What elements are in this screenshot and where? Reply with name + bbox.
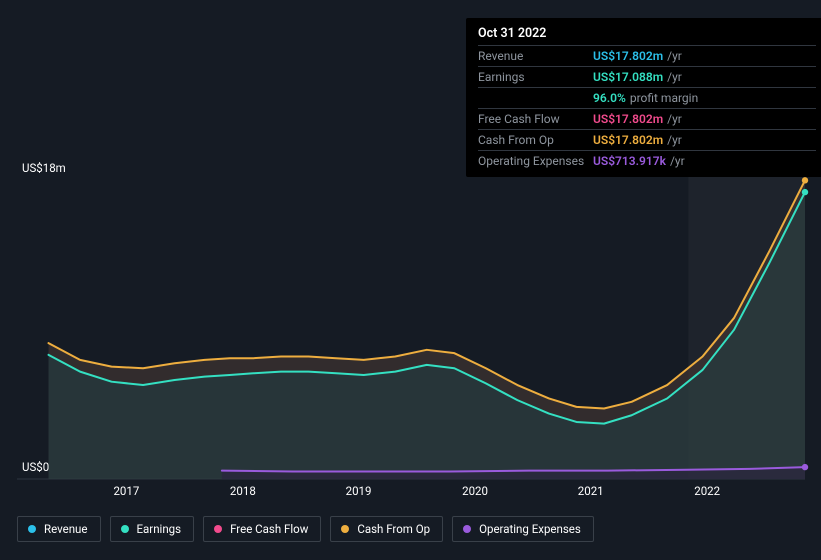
tooltip-row-label: Free Cash Flow xyxy=(478,111,593,127)
legend-label: Revenue xyxy=(44,522,88,536)
x-axis: 2017 2018 2019 2020 2021 2022 xyxy=(17,484,804,498)
tooltip-row-value: US$17.088m/yr xyxy=(593,69,682,85)
tooltip-row-label: Cash From Op xyxy=(478,132,593,148)
legend-item[interactable]: Cash From Op xyxy=(330,516,443,542)
legend-label: Free Cash Flow xyxy=(230,522,308,536)
tooltip-row: Free Cash FlowUS$17.802m/yr xyxy=(478,108,816,129)
legend-item[interactable]: Operating Expenses xyxy=(452,516,594,542)
legend-dot-icon xyxy=(121,525,129,533)
legend-dot-icon xyxy=(463,525,471,533)
tooltip-row: 96.0%profit margin xyxy=(478,87,816,108)
x-axis-tick: 2018 xyxy=(230,484,256,498)
chart-svg xyxy=(17,177,805,479)
x-axis-tick: 2019 xyxy=(346,484,372,498)
legend-label: Operating Expenses xyxy=(479,522,581,536)
legend-item[interactable]: Free Cash Flow xyxy=(203,516,321,542)
tooltip-card: Oct 31 2022 RevenueUS$17.802m/yrEarnings… xyxy=(466,18,821,177)
legend-label: Cash From Op xyxy=(357,522,430,536)
tooltip-row-label: Operating Expenses xyxy=(478,153,593,169)
tooltip-row: RevenueUS$17.802m/yr xyxy=(478,45,816,66)
tooltip-row-value: 96.0%profit margin xyxy=(593,90,698,106)
tooltip-row-label: Earnings xyxy=(478,69,593,85)
tooltip-row: Operating ExpensesUS$713.917k/yr xyxy=(478,150,816,171)
legend-item[interactable]: Earnings xyxy=(110,516,195,542)
legend: Revenue Earnings Free Cash Flow Cash From O… xyxy=(17,516,594,542)
tooltip-row-value: US$17.802m/yr xyxy=(593,48,682,64)
series-endpoint-icon xyxy=(802,189,808,195)
x-axis-tick: 2017 xyxy=(113,484,139,498)
tooltip-row-value: US$17.802m/yr xyxy=(593,111,682,127)
tooltip-row-value: US$713.917k/yr xyxy=(593,153,685,169)
tooltip-row-label xyxy=(478,90,593,106)
y-axis-label: US$18m xyxy=(22,161,66,175)
tooltip-row: Cash From OpUS$17.802m/yr xyxy=(478,129,816,150)
x-axis-tick: 2021 xyxy=(578,484,604,498)
legend-item[interactable]: Revenue xyxy=(17,516,101,542)
tooltip-row: EarningsUS$17.088m/yr xyxy=(478,66,816,87)
legend-label: Earnings xyxy=(137,522,182,536)
legend-dot-icon xyxy=(214,525,222,533)
tooltip-row-value: US$17.802m/yr xyxy=(593,132,682,148)
x-axis-tick: 2020 xyxy=(462,484,488,498)
series-endpoint-icon xyxy=(802,464,808,470)
series-endpoint-icon xyxy=(802,177,808,183)
legend-dot-icon xyxy=(341,525,349,533)
tooltip-row-label: Revenue xyxy=(478,48,593,64)
x-axis-tick: 2022 xyxy=(694,484,720,498)
legend-dot-icon xyxy=(28,525,36,533)
tooltip-title: Oct 31 2022 xyxy=(478,26,816,45)
